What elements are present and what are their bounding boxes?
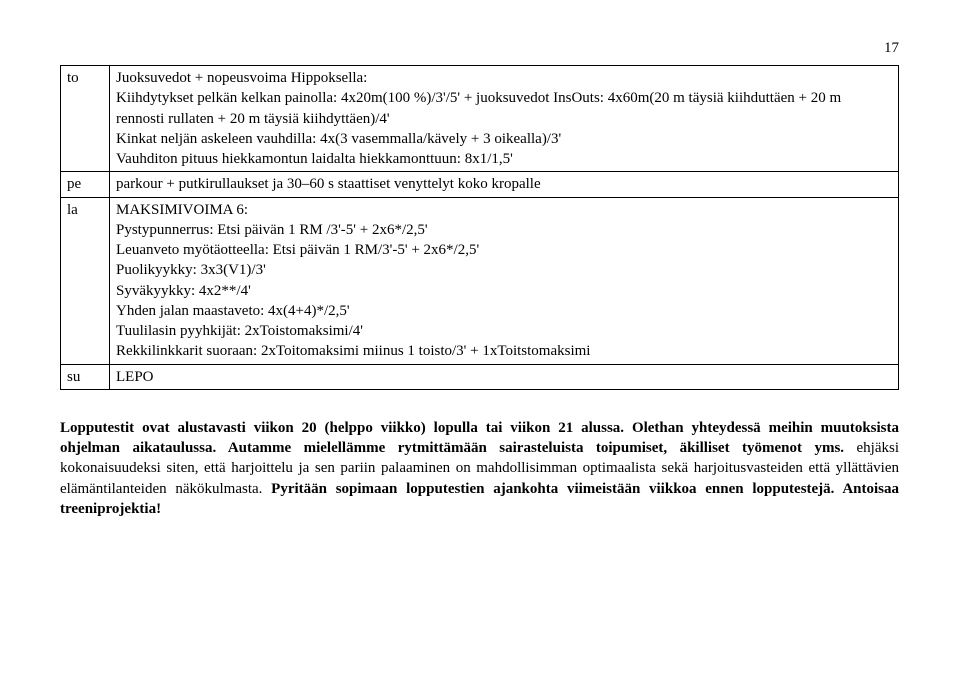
table-row: peparkour + putkirullaukset ja 30–60 s s… <box>61 172 899 197</box>
day-cell: pe <box>61 172 110 197</box>
footer-bold-1: Lopputestit ovat alustavasti viikon 20 (… <box>60 420 899 456</box>
content-cell: Juoksuvedot + nopeusvoima Hippoksella:Ki… <box>110 66 899 172</box>
content-cell: MAKSIMIVOIMA 6:Pystypunnerrus: Etsi päiv… <box>110 197 899 364</box>
table-row: laMAKSIMIVOIMA 6:Pystypunnerrus: Etsi pä… <box>61 197 899 364</box>
day-cell: su <box>61 364 110 389</box>
table-row: suLEPO <box>61 364 899 389</box>
table-row: toJuoksuvedot + nopeusvoima Hippoksella:… <box>61 66 899 172</box>
day-cell: la <box>61 197 110 364</box>
schedule-table: toJuoksuvedot + nopeusvoima Hippoksella:… <box>60 65 899 390</box>
page-number: 17 <box>60 40 899 57</box>
content-cell: LEPO <box>110 364 899 389</box>
footer-paragraph: Lopputestit ovat alustavasti viikon 20 (… <box>60 418 899 519</box>
day-cell: to <box>61 66 110 172</box>
content-cell: parkour + putkirullaukset ja 30–60 s sta… <box>110 172 899 197</box>
